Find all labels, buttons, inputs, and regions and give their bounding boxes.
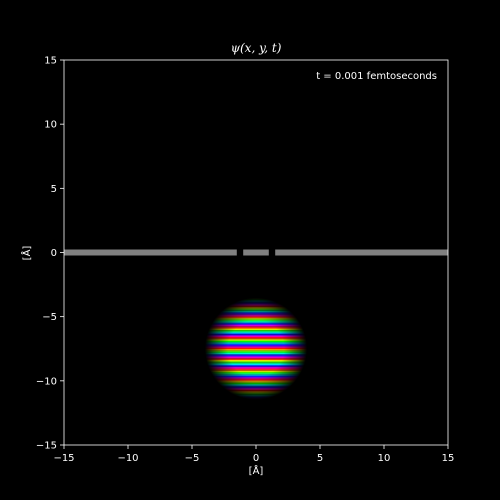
wavepacket-scanline <box>202 374 309 375</box>
wavepacket-scanline <box>202 382 309 383</box>
barrier-segment-1 <box>64 250 237 256</box>
chart-title: ψ(x, y, t) <box>231 41 282 55</box>
wavepacket-scanline <box>202 322 309 323</box>
x-tick-label: −5 <box>185 453 200 464</box>
y-axis-label: [Å] <box>20 246 33 261</box>
y-tick-label: 10 <box>44 120 57 131</box>
wavepacket-scanline <box>202 342 309 343</box>
y-axis-ticks: −15 −10 −5 0 5 10 15 <box>36 56 64 452</box>
wavepacket-scanline <box>202 370 309 371</box>
y-tick-label: 5 <box>51 184 57 195</box>
x-tick-label: −10 <box>117 453 138 464</box>
wavepacket-scanline <box>202 398 309 399</box>
wavepacket-scanline <box>202 358 309 359</box>
wavepacket-scanline <box>202 366 309 367</box>
y-tick-label: −15 <box>36 441 57 452</box>
x-tick-label: 0 <box>253 453 259 464</box>
wavepacket-scanline <box>202 318 309 319</box>
y-tick-label: −10 <box>36 376 57 387</box>
x-axis-ticks: −15 −10 −5 0 5 10 15 <box>53 445 454 464</box>
wavepacket-scanline <box>202 310 309 311</box>
wavepacket-scanline <box>202 378 309 379</box>
wavepacket-scanline <box>202 362 309 363</box>
x-tick-label: 5 <box>317 453 323 464</box>
y-tick-label: 0 <box>51 248 57 259</box>
wavepacket-scanline <box>202 298 309 299</box>
wavepacket-scanline <box>202 394 309 395</box>
y-tick-label: −5 <box>42 312 57 323</box>
wavepacket-scanline <box>202 402 309 403</box>
barrier-segment-3 <box>275 250 448 256</box>
wavepacket-scanline <box>202 306 309 307</box>
time-annotation: t = 0.001 femtoseconds <box>316 71 437 82</box>
wavepacket-scanline <box>202 350 309 351</box>
wavepacket-scanline <box>202 390 309 391</box>
x-axis-label: [Å] <box>249 464 264 477</box>
x-tick-label: −15 <box>53 453 74 464</box>
x-tick-label: 15 <box>442 453 455 464</box>
wavepacket-scanline <box>202 386 309 387</box>
wavepacket-scanline <box>202 326 309 327</box>
wavepacket-scanline <box>202 302 309 303</box>
x-tick-label: 10 <box>378 453 391 464</box>
wavepacket <box>202 295 309 403</box>
wavepacket-scanline <box>202 314 309 315</box>
y-tick-label: 15 <box>44 56 57 67</box>
wavepacket-scanline <box>202 330 309 331</box>
wavepacket-scanline <box>202 346 309 347</box>
wavepacket-scanline <box>202 354 309 355</box>
double-slit-barrier <box>64 250 448 256</box>
wavepacket-scanline <box>202 334 309 335</box>
barrier-segment-2 <box>243 250 269 256</box>
wavepacket-scanline <box>202 338 309 339</box>
